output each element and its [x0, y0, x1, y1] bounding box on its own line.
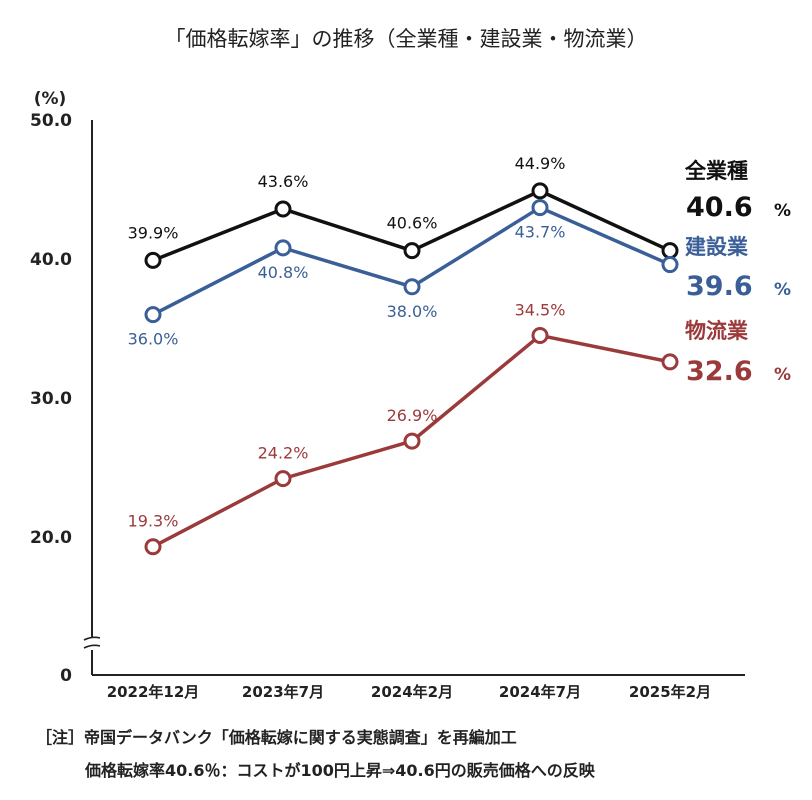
data-point — [144, 306, 162, 324]
data-label: 34.5% — [515, 300, 566, 319]
x-tick-label: 2025年2月 — [629, 683, 711, 701]
series-end-value: 32.6 — [686, 356, 753, 387]
y-tick-label: 20.0 — [30, 528, 72, 548]
chart-title: 「価格転嫁率」の推移（全業種・建設業・物流業） — [165, 27, 648, 51]
data-point — [403, 278, 421, 296]
data-point — [144, 251, 162, 269]
data-label: 40.8% — [258, 263, 309, 282]
data-label: 19.3% — [128, 512, 179, 531]
series-end-value: 40.6 — [686, 192, 753, 223]
data-point — [531, 326, 549, 344]
data-point — [144, 538, 162, 556]
data-point — [661, 256, 679, 274]
axis-break-mark — [83, 636, 101, 649]
footnote-definition: 価格転嫁率40.6％：コストが100円上昇⇒40.6円の販売価格への反映 — [85, 761, 595, 780]
x-tick-label: 2023年7月 — [242, 683, 324, 701]
data-label: 44.9% — [515, 154, 566, 173]
x-tick-label: 2024年7月 — [499, 683, 581, 701]
y-tick-label: 0 — [60, 666, 72, 686]
series-end-unit: % — [774, 280, 791, 300]
y-axis-unit: (%) — [34, 89, 67, 109]
series-end-unit: % — [774, 365, 791, 385]
data-point — [274, 200, 292, 218]
data-point — [531, 182, 549, 200]
data-point — [531, 199, 549, 217]
data-label: 39.9% — [128, 223, 179, 242]
series-end-unit: % — [774, 201, 791, 221]
series-end-name: 全業種 — [684, 159, 748, 183]
y-tick-label: 50.0 — [30, 111, 72, 131]
y-tick-label: 40.0 — [30, 250, 72, 270]
series-end-name: 建設業 — [685, 235, 749, 259]
data-point — [274, 470, 292, 488]
data-label: 40.6% — [387, 214, 438, 233]
data-label: 24.2% — [258, 444, 309, 463]
x-tick-label: 2022年12月 — [107, 683, 200, 701]
footnote-source: ［注］帝国データバンク「価格転嫁に関する実態調査」を再編加工 — [36, 728, 517, 747]
series-end-name: 物流業 — [685, 319, 749, 343]
line-chart: 「価格転嫁率」の推移（全業種・建設業・物流業） (%)50.0 40.0 30.0 20… — [30, 27, 791, 701]
x-tick-label: 2024年2月 — [371, 683, 453, 701]
data-point — [403, 242, 421, 260]
data-label: 36.0% — [128, 330, 179, 349]
data-point — [403, 432, 421, 450]
data-label: 43.6% — [258, 172, 309, 191]
data-point — [661, 242, 679, 260]
data-label: 43.7% — [515, 223, 566, 242]
data-label: 38.0% — [387, 302, 438, 321]
data-label: 26.9% — [387, 406, 438, 425]
data-point — [274, 239, 292, 257]
data-point — [661, 353, 679, 371]
series-end-value: 39.6 — [686, 271, 753, 302]
y-tick-label: 30.0 — [30, 389, 72, 409]
